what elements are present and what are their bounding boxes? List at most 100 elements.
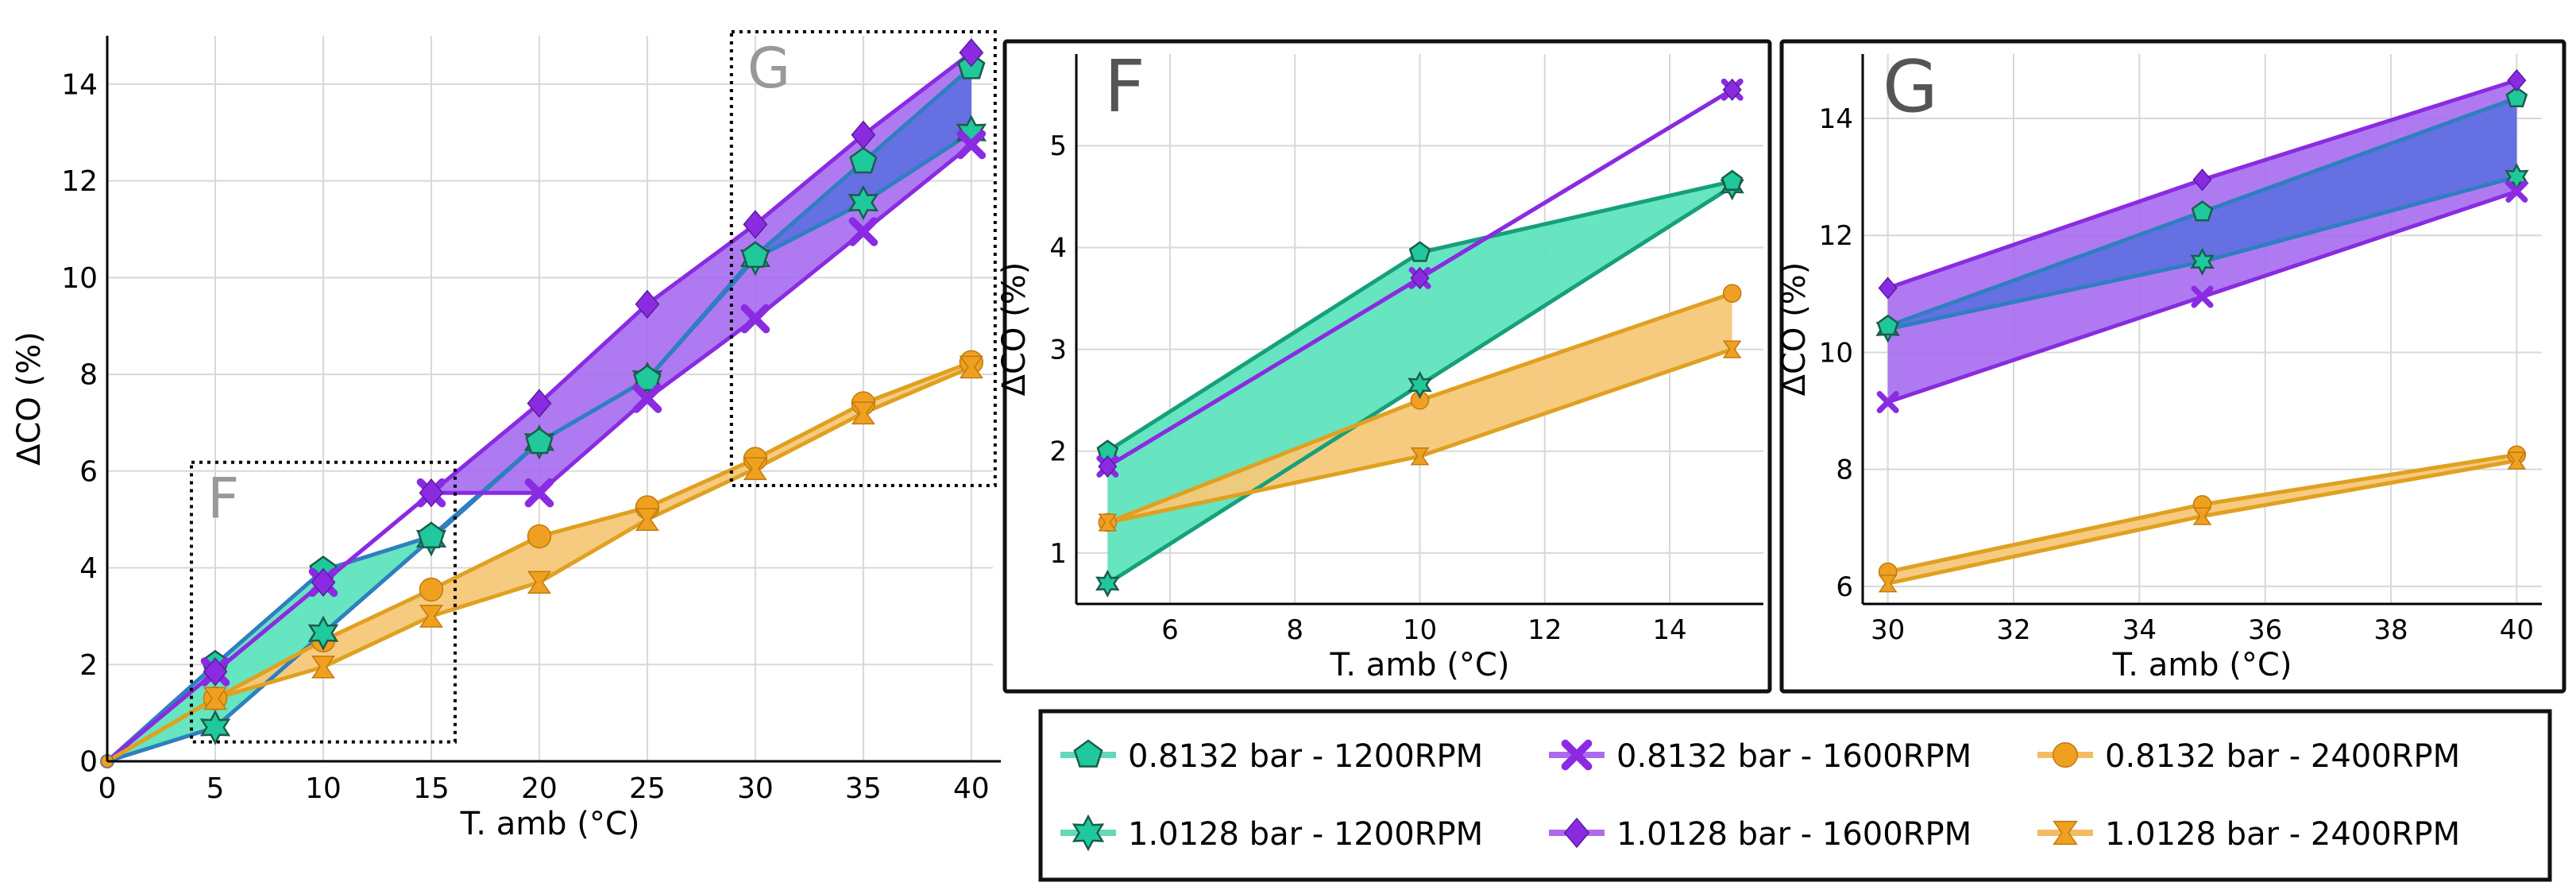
legend-marker-icon xyxy=(1561,739,1593,771)
data-point xyxy=(848,184,879,221)
data-point xyxy=(1876,314,1899,336)
data-point xyxy=(419,605,443,628)
data-point xyxy=(419,478,444,508)
legend-item: 0.8132 bar - 1200RPM xyxy=(1060,738,1483,775)
legend-item: 0.8132 bar - 1600RPM xyxy=(1549,738,1972,775)
data-point xyxy=(851,401,875,425)
data-point xyxy=(1410,266,1430,290)
main-chart: 0 5 10 15 20 25 30 35 40 0 2 4 6 8 10 12 14 T. amb (°C) ΔC… xyxy=(11,30,1001,842)
y-tick-label: 12 xyxy=(61,165,98,198)
data-point xyxy=(635,289,660,319)
x-tick-label: 32 xyxy=(1996,614,2030,646)
x-tick-label: 8 xyxy=(1286,614,1303,646)
data-point xyxy=(527,524,552,549)
data-point xyxy=(632,384,662,413)
legend-item: 1.0128 bar - 2400RPM xyxy=(2037,816,2460,853)
data-point xyxy=(743,457,767,481)
data-point xyxy=(1722,284,1742,303)
y-axis-label: ΔCO (%) xyxy=(1776,262,1813,397)
data-point xyxy=(851,120,876,149)
data-point xyxy=(849,146,878,174)
data-point xyxy=(2191,200,2214,222)
y-tick-label: 8 xyxy=(79,359,98,392)
x-tick-label: 0 xyxy=(98,772,117,805)
y-tick-label: 4 xyxy=(79,552,98,585)
y-tick-label: 5 xyxy=(1049,130,1067,162)
data-point xyxy=(419,577,444,602)
data-point xyxy=(740,304,770,334)
x-tick-label: 14 xyxy=(1652,614,1686,646)
data-point xyxy=(2191,285,2214,308)
x-tick-label: 30 xyxy=(737,772,774,805)
x-tick-label: 10 xyxy=(1403,614,1437,646)
data-point xyxy=(633,364,662,392)
x-tick-label: 25 xyxy=(629,772,666,805)
legend-item: 1.0128 bar - 1600RPM xyxy=(1549,816,1972,853)
legend-item: 0.8132 bar - 2400RPM xyxy=(2037,738,2460,775)
y-axis-label: ΔCO (%) xyxy=(11,331,48,466)
legend-marker-icon xyxy=(2052,741,2079,768)
zoom-box-g xyxy=(729,30,997,488)
x-tick-label: 38 xyxy=(2373,614,2408,646)
data-point xyxy=(203,657,228,687)
data-point xyxy=(1722,340,1742,358)
data-point xyxy=(1721,169,1744,191)
x-tick-label: 34 xyxy=(2122,614,2157,646)
y-tick-label: 6 xyxy=(79,455,98,488)
data-point xyxy=(307,615,339,651)
x-tick-label: 5 xyxy=(207,772,225,805)
legend-label: 0.8132 bar - 1600RPM xyxy=(1616,738,1972,775)
data-point xyxy=(1408,241,1431,262)
data-point xyxy=(956,130,987,160)
y-tick-label: 2 xyxy=(79,649,98,682)
data-point xyxy=(2507,451,2527,470)
data-point xyxy=(635,508,659,532)
data-point xyxy=(2190,247,2215,276)
data-point xyxy=(524,478,554,508)
data-point xyxy=(1408,370,1432,400)
data-point xyxy=(203,687,228,710)
y-tick-label: 14 xyxy=(1819,103,1853,135)
data-point xyxy=(1876,391,1899,413)
legend-label: 1.0128 bar - 1200RPM xyxy=(1128,816,1483,853)
y-tick-label: 0 xyxy=(79,746,98,779)
x-tick-label: 15 xyxy=(413,772,450,805)
legend-label: 1.0128 bar - 1600RPM xyxy=(1616,816,1972,853)
legend-marker-icon xyxy=(1072,814,1105,852)
zoom-box-label: G xyxy=(747,36,790,101)
legend-marker-icon xyxy=(1563,817,1590,849)
x-tick-label: 6 xyxy=(1161,614,1179,646)
data-point xyxy=(417,521,446,548)
y-tick-label: 10 xyxy=(1819,337,1853,369)
inset-chart-g: 30 32 34 36 38 40 6 8 10 12 14 T. amb (°C) ΔCO (%) G xyxy=(1776,39,2566,694)
data-point xyxy=(1410,447,1430,466)
data-point xyxy=(848,217,879,246)
data-point xyxy=(959,355,983,379)
x-tick-label: 40 xyxy=(953,772,990,805)
data-point xyxy=(527,389,552,418)
data-point xyxy=(1722,78,1742,102)
data-point xyxy=(2507,68,2527,92)
data-point xyxy=(1098,513,1118,532)
y-tick-label: 8 xyxy=(1836,455,1853,486)
legend-marker-icon xyxy=(1073,739,1103,768)
data-point xyxy=(311,567,336,597)
legend: 0.8132 bar - 1200RPM 0.8132 bar - 1600RPM… xyxy=(1038,709,2552,882)
y-tick-label: 4 xyxy=(1049,232,1067,264)
y-tick-label: 12 xyxy=(1819,220,1853,252)
data-point xyxy=(2505,180,2528,203)
data-point xyxy=(1878,277,1898,300)
legend-label: 0.8132 bar - 2400RPM xyxy=(2105,738,2460,775)
legend-label: 0.8132 bar - 1200RPM xyxy=(1128,738,1483,775)
data-point xyxy=(525,427,554,455)
data-point xyxy=(741,241,770,268)
y-axis-label: ΔCO (%) xyxy=(996,262,1033,397)
x-tick-label: 20 xyxy=(521,772,558,805)
data-point xyxy=(527,571,551,594)
inset-label-f: F xyxy=(1104,45,1145,129)
legend-item: 1.0128 bar - 1200RPM xyxy=(1060,814,1483,853)
data-point xyxy=(199,710,231,745)
x-axis-label: T. amb (°C) xyxy=(460,806,640,842)
